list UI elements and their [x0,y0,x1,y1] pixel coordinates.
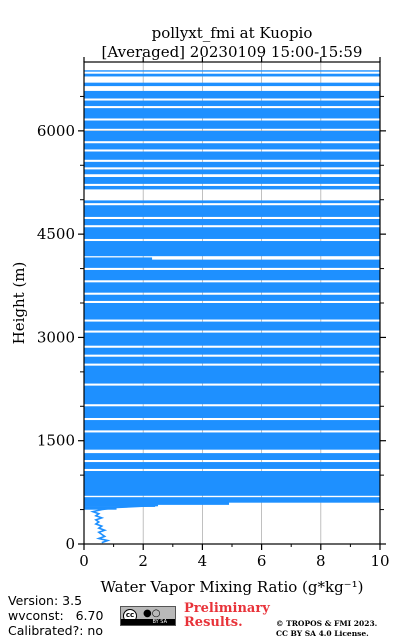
version-text: Version: 3.5 [8,593,83,608]
profile-band [84,176,380,184]
data-layer [84,70,380,544]
y-tick-label: 6000 [37,122,75,140]
x-axis-label: Water Vapor Mixing Ratio (g*kg⁻¹) [101,578,364,596]
by-sa-icon: ●○ [143,608,161,619]
profile-band [84,259,380,268]
profile-band [84,120,380,129]
preliminary-results-label: Preliminary Results. [184,602,270,630]
profile-band [84,200,380,204]
profile-band [84,143,380,150]
y-tick-label: 4500 [37,225,75,243]
profile-band [84,385,380,405]
profile-excursion [84,257,153,261]
axis-ticks: 0 2 4 6 8 10 0 1500 3000 4500 6000 [37,57,390,570]
profile-band [84,282,380,293]
profile-line [90,503,159,544]
profile-excursion [84,501,230,505]
y-tick-label: 3000 [37,328,75,346]
profile-band [84,161,380,168]
copyright-notice: © TROPOS & FMI 2023. CC BY SA 4.0 Licens… [276,619,377,639]
y-tick-label: 1500 [37,432,75,450]
profile-band [84,303,380,320]
profile-band [84,73,380,77]
profile-band [84,462,380,469]
profile-band [84,185,380,190]
preliminary-line2: Results. [184,615,243,630]
cc-badge-strip: BY SA [121,619,175,625]
profile-band [84,294,380,301]
wvconst-text: wvconst: 6.70 [8,608,104,623]
profile-band [84,347,380,355]
x-tick-label: 8 [316,552,326,570]
profile-band [84,432,380,450]
chart-title: pollyxt_fmi at Kuopio [152,24,313,42]
profile-excursion [84,503,156,507]
copyright-line1: © TROPOS & FMI 2023. [276,619,378,628]
profile-band [84,130,380,142]
profile-band [84,70,380,72]
profile-band [84,90,380,99]
profile-band [84,420,380,431]
x-tick-label: 4 [198,552,208,570]
profile-band [84,169,380,175]
cc-license-badge: cc ●○ BY SA [120,606,176,626]
profile-band [84,218,380,226]
profile-band [84,356,380,364]
preliminary-line1: Preliminary [184,601,270,616]
copyright-line2: CC BY SA 4.0 License. [276,629,369,638]
x-tick-label: 10 [370,552,389,570]
profile-band [84,205,380,217]
profile-excursion [84,498,366,502]
profile-band [84,471,380,496]
profile-band [84,332,380,346]
chart-subtitle: [Averaged] 20230109 15:00-15:59 [102,43,363,61]
profile-band [84,269,380,281]
profile-band [84,82,380,87]
x-tick-label: 2 [138,552,148,570]
profile-band [84,321,380,331]
profile-band [84,241,380,257]
profile-band [84,151,380,160]
profile-band [84,100,380,107]
x-tick-label: 0 [79,552,89,570]
y-tick-label: 0 [65,535,75,553]
profile-excursion [84,425,232,429]
y-axis-label: Height (m) [10,262,28,345]
profile-band [84,453,380,460]
profile-band [84,365,380,384]
profile-band [84,406,380,418]
profile-band [84,227,380,239]
profile-excursion [84,506,117,510]
x-tick-label: 6 [257,552,267,570]
calibrated-text: Calibrated?: no [8,623,103,638]
profile-band [84,108,380,119]
